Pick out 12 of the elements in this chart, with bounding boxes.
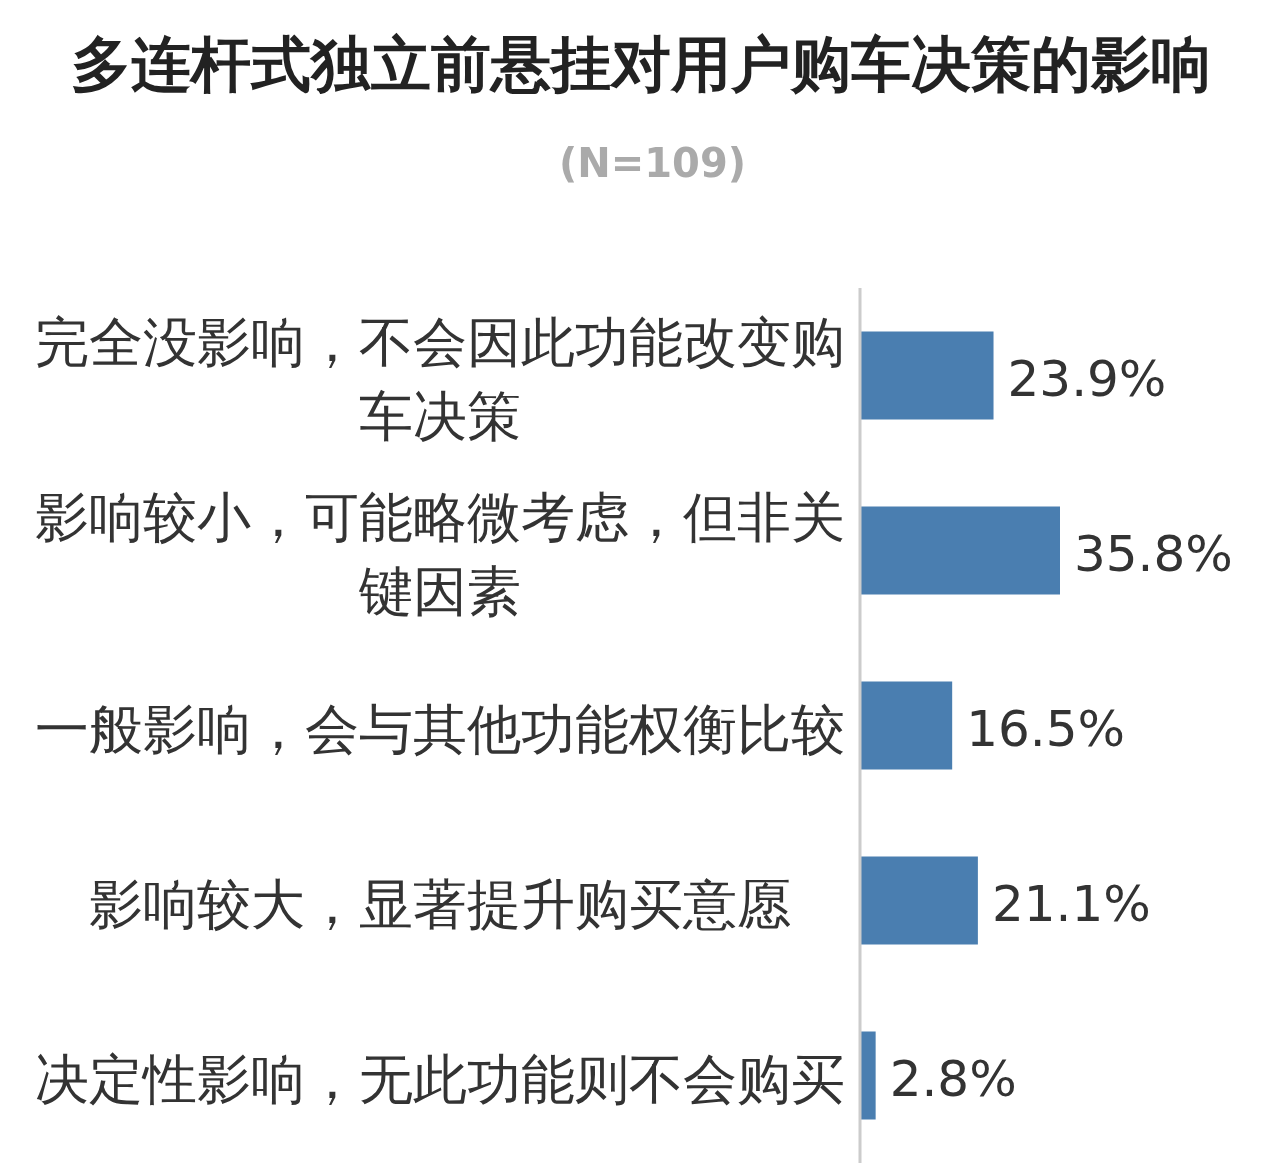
y-tick-label: 一般影响，会与其他功能权衡比较 xyxy=(35,697,845,761)
data-label: 21.1% xyxy=(991,874,1151,933)
chart-title: 多连杆式独立前悬挂对用户购车决策的影响 xyxy=(70,29,1211,99)
y-tick-label: 影响较小，可能略微考虑，但非关键因素 xyxy=(35,485,845,623)
y-tick-label: 完全没影响，不会因此功能改变购车决策 xyxy=(35,310,845,448)
data-label: 23.9% xyxy=(1007,349,1167,408)
data-label: 2.8% xyxy=(889,1049,1017,1108)
y-tick-label: 影响较大，显著提升购买意愿 xyxy=(89,872,791,936)
data-label: 35.8% xyxy=(1074,524,1233,583)
chart-subtitle: (N=109) xyxy=(558,140,747,186)
data-label: 16.5% xyxy=(966,699,1126,758)
y-tick-label: 决定性影响，无此功能则不会购买 xyxy=(35,1047,845,1111)
